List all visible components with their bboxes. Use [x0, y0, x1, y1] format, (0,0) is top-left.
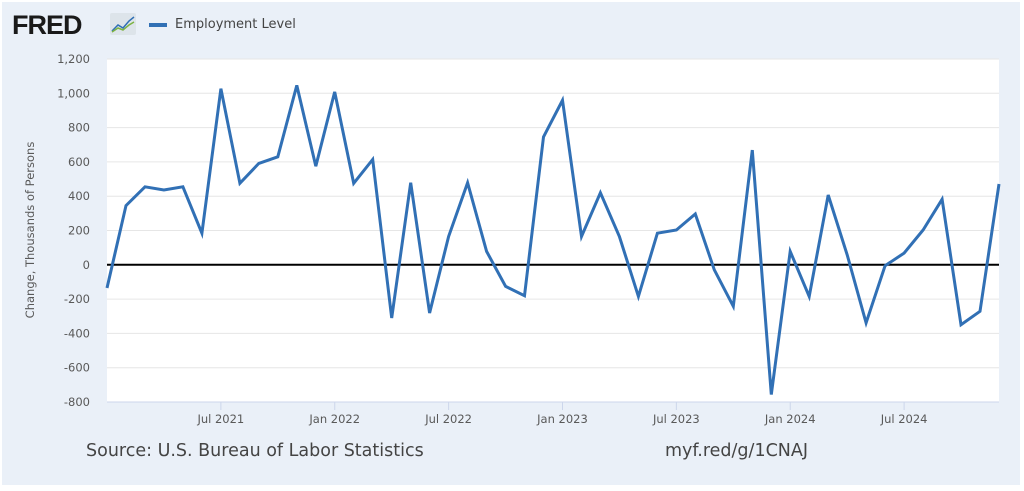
y-tick-label: -800: [64, 395, 90, 409]
x-tick-label: Jan 2024: [764, 412, 816, 426]
y-tick-label: -400: [64, 326, 90, 340]
y-tick-label: 200: [68, 224, 90, 238]
y-tick-label: 0: [83, 258, 90, 272]
x-tick-label: Jul 2023: [652, 412, 700, 426]
series-line-employment-level: [105, 85, 1001, 395]
y-tick-label: 1,000: [57, 86, 90, 100]
y-axis-label: Change, Thousands of Persons: [23, 142, 37, 319]
x-tick-label: Jan 2022: [308, 412, 360, 426]
y-tick-label: -600: [64, 361, 90, 375]
x-tick-label: Jul 2021: [196, 412, 244, 426]
y-tick-label: -200: [64, 292, 90, 306]
legend-label: Employment Level: [175, 17, 296, 32]
y-tick-label: 600: [68, 155, 90, 169]
legend-swatch: [149, 22, 167, 27]
x-tick-label: Jan 2023: [536, 412, 588, 426]
fred-graph-icon: [110, 13, 136, 35]
fred-logo[interactable]: FRED: [12, 10, 82, 40]
y-tick-label: 800: [68, 121, 90, 135]
x-tick-label: Jul 2024: [880, 412, 928, 426]
source-note: Source: U.S. Bureau of Labor Statistics: [86, 441, 424, 461]
chart-legend: Employment Level: [149, 17, 296, 32]
short-url[interactable]: myf.red/g/1CNAJ: [665, 441, 809, 461]
y-tick-label: 400: [68, 189, 90, 203]
y-tick-label: 1,200: [57, 52, 90, 66]
x-tick-label: Jul 2022: [424, 412, 472, 426]
